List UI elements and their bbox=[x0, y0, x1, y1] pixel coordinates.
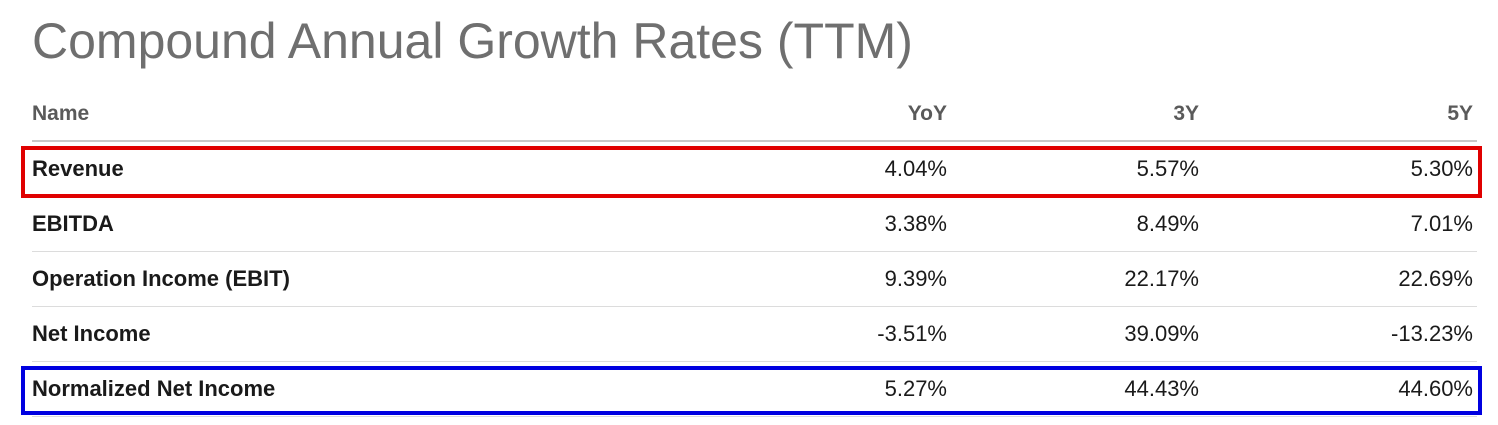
growth-rates-table: Name YoY 3Y 5Y Revenue 4.04% 5.57% 5.30%… bbox=[32, 88, 1477, 417]
row-name: EBITDA bbox=[32, 211, 114, 236]
row-name: Revenue bbox=[32, 156, 124, 181]
cell-yoy: 3.38% bbox=[884, 211, 947, 236]
cell-3y: 44.43% bbox=[1124, 376, 1199, 401]
table-row: EBITDA 3.38% 8.49% 7.01% bbox=[32, 197, 1477, 252]
cell-yoy: 5.27% bbox=[884, 376, 947, 401]
column-header-5y[interactable]: 5Y bbox=[1447, 102, 1473, 125]
table-row: Normalized Net Income 5.27% 44.43% 44.60… bbox=[32, 362, 1477, 417]
row-name: Net Income bbox=[32, 321, 151, 346]
cell-3y: 39.09% bbox=[1124, 321, 1199, 346]
cell-5y: 22.69% bbox=[1398, 266, 1473, 291]
cell-5y: 7.01% bbox=[1410, 211, 1473, 236]
column-header-yoy[interactable]: YoY bbox=[907, 102, 947, 125]
cell-yoy: 9.39% bbox=[884, 266, 947, 291]
table-row: Operation Income (EBIT) 9.39% 22.17% 22.… bbox=[32, 252, 1477, 307]
cell-3y: 8.49% bbox=[1136, 211, 1199, 236]
table-row: Net Income -3.51% 39.09% -13.23% bbox=[32, 307, 1477, 362]
cell-5y: 44.60% bbox=[1398, 376, 1473, 401]
cell-yoy: -3.51% bbox=[877, 321, 947, 346]
row-name: Operation Income (EBIT) bbox=[32, 266, 290, 291]
row-name: Normalized Net Income bbox=[32, 376, 276, 401]
cell-yoy: 4.04% bbox=[884, 156, 947, 181]
cell-5y: -13.23% bbox=[1391, 321, 1473, 346]
cell-5y: 5.30% bbox=[1410, 156, 1473, 181]
cell-3y: 5.57% bbox=[1136, 156, 1199, 181]
page-title: Compound Annual Growth Rates (TTM) bbox=[32, 13, 913, 69]
cell-3y: 22.17% bbox=[1124, 266, 1199, 291]
column-header-name[interactable]: Name bbox=[32, 102, 90, 125]
table-header-row: Name YoY 3Y 5Y bbox=[32, 88, 1477, 142]
table-row: Revenue 4.04% 5.57% 5.30% bbox=[32, 142, 1477, 197]
column-header-3y[interactable]: 3Y bbox=[1173, 102, 1199, 125]
